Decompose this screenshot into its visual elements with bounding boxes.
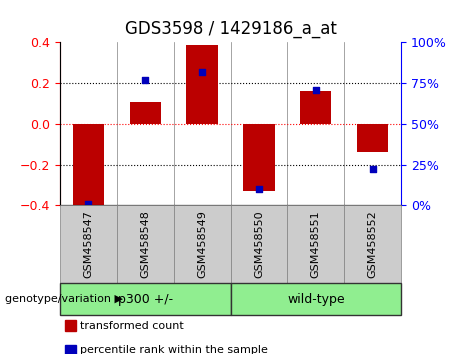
Point <box>142 77 149 83</box>
Point <box>312 87 319 92</box>
Text: GSM458548: GSM458548 <box>140 210 150 278</box>
Text: GSM458552: GSM458552 <box>367 210 378 278</box>
Bar <box>186 45 218 124</box>
Text: p300 +/-: p300 +/- <box>118 293 173 306</box>
Point <box>198 69 206 75</box>
Bar <box>300 91 331 124</box>
Bar <box>130 102 161 124</box>
Bar <box>243 124 275 191</box>
Text: genotype/variation ▶: genotype/variation ▶ <box>5 294 123 304</box>
Text: GSM458547: GSM458547 <box>83 210 94 278</box>
Bar <box>73 124 104 207</box>
Bar <box>357 124 388 152</box>
Text: GSM458551: GSM458551 <box>311 210 321 278</box>
Title: GDS3598 / 1429186_a_at: GDS3598 / 1429186_a_at <box>124 21 337 39</box>
Text: GSM458550: GSM458550 <box>254 210 264 278</box>
Text: transformed count: transformed count <box>80 321 183 331</box>
Text: percentile rank within the sample: percentile rank within the sample <box>80 346 268 354</box>
Text: GSM458549: GSM458549 <box>197 210 207 278</box>
Text: wild-type: wild-type <box>287 293 345 306</box>
Point <box>255 186 263 192</box>
Point <box>369 167 376 172</box>
Point <box>85 201 92 206</box>
